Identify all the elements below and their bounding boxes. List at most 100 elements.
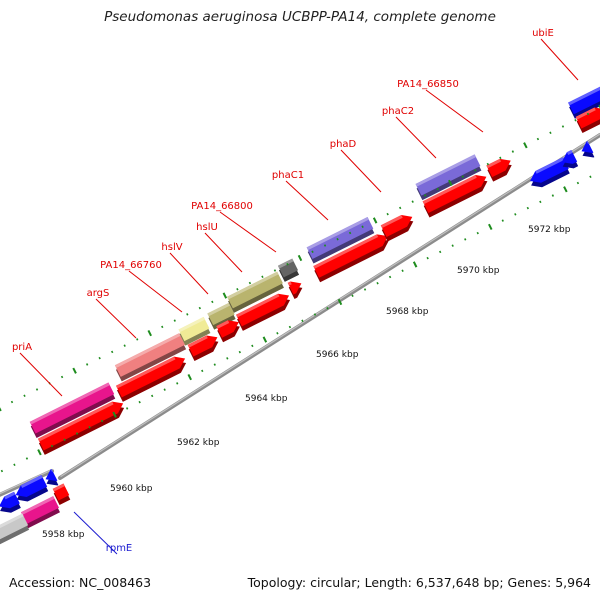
upper-tick-track-minor-tick (561, 125, 565, 128)
phac2-gene (415, 154, 481, 196)
cds-arrow-10 (575, 107, 600, 129)
upper-tick-track-minor-tick (399, 206, 402, 210)
label-leader-line (395, 116, 437, 159)
lower-tick-track-major-tick (488, 223, 493, 230)
upper-tick-track-minor-tick (348, 231, 352, 235)
lower-tick-track-minor-tick (238, 350, 241, 354)
lower-tick-track-minor-tick (13, 463, 16, 467)
lower-tick-track-major-tick (412, 261, 418, 268)
upper-tick-track-major-tick (448, 179, 453, 186)
lower-tick-track-minor-tick (363, 288, 367, 291)
label-leader-line (73, 511, 118, 555)
blue-gene-3 (15, 475, 48, 497)
label-leader-line (204, 232, 243, 273)
upper-tick-track-minor-tick (386, 212, 389, 216)
lower-tick-track-minor-tick (439, 250, 442, 254)
upper-tick-track-minor-tick (261, 275, 264, 279)
lower-tick-track-minor-tick (251, 344, 254, 348)
upper-tick-track-minor-tick (98, 356, 101, 360)
upper-tick-track-minor-tick (474, 169, 477, 172)
upper-tick-track-minor-tick (499, 156, 502, 160)
lower-tick-track-minor-tick (576, 181, 580, 185)
upper-tick-track-minor-tick (336, 237, 339, 241)
lower-tick-track-minor-tick (213, 363, 216, 366)
cds-arrow-6-highlight (313, 234, 379, 269)
lower-tick-track-minor-tick (0, 469, 4, 473)
lower-tick-track-minor-tick (351, 294, 354, 297)
label-leader-line (219, 211, 277, 253)
kbp-label: 5958 kbp (42, 530, 85, 540)
gene-label-hslu: hslU (196, 222, 218, 233)
blue-gene-2 (581, 140, 594, 154)
gene-label-pa14-66850: PA14_66850 (397, 79, 459, 90)
lower-tick-track-major-tick (187, 374, 192, 381)
pa14-66760-gene (178, 316, 210, 342)
upper-tick-track-major-tick (0, 407, 2, 412)
cds-arrow-7 (380, 215, 413, 237)
upper-tick-track-minor-tick (236, 288, 239, 291)
grey-gene-left-highlight (0, 513, 24, 529)
pria-prev-gene-highlight (20, 496, 55, 515)
upper-tick-track-minor-tick (123, 344, 126, 347)
kbp-label: 5968 kbp (386, 307, 429, 317)
pria-gene-highlight (29, 382, 110, 425)
upper-tick-track-minor-tick (161, 325, 164, 329)
upper-tick-track-minor-tick (10, 400, 14, 404)
upper-tick-track-major-tick (72, 367, 77, 374)
lower-tick-track-minor-tick (88, 425, 91, 429)
gene-label-rpme: rpmE (106, 543, 133, 554)
label-leader-line (95, 298, 137, 339)
lower-tick-track-minor-tick (151, 394, 154, 398)
pria-prev-gene (20, 496, 60, 524)
gene-label-phac2: phaC2 (382, 106, 414, 117)
lower-tick-track-minor-tick (526, 206, 529, 210)
lower-tick-track-minor-tick (451, 244, 454, 247)
gene-label-ubie: ubiE (532, 28, 554, 39)
upper-tick-track-minor-tick (35, 388, 39, 391)
genome-backbone-left-highlight (0, 469, 53, 495)
cds-arrow-6 (313, 234, 388, 278)
hslu-gene (227, 271, 283, 309)
cds-arrow-3-highlight (216, 320, 230, 329)
kbp-label: 5962 kbp (177, 438, 220, 448)
lower-tick-track-minor-tick (163, 388, 166, 391)
gene-label-pria: priA (12, 342, 32, 353)
upper-tick-track-minor-tick (586, 112, 590, 116)
args-gene (114, 333, 186, 377)
cds-arrow-5 (287, 281, 302, 295)
lower-tick-track-minor-tick (63, 438, 66, 441)
hslv-gene-highlight (207, 302, 231, 317)
lower-tick-track-major-tick (37, 449, 42, 456)
cds-arrow-11-highlight (52, 483, 65, 492)
blue-gene-0-highlight (535, 157, 565, 174)
lower-tick-track-minor-tick (326, 307, 329, 310)
accession-label: Accession: NC_008463 (9, 575, 152, 590)
lower-tick-track-major-tick (563, 186, 568, 193)
upper-tick-track-minor-tick (323, 244, 327, 247)
lower-tick-track-minor-tick (288, 325, 292, 329)
gene-label-args: argS (87, 288, 110, 299)
lower-tick-track-minor-tick (551, 194, 555, 197)
genome-summary: Topology: circular; Length: 6,537,648 bp… (247, 575, 591, 590)
cds-arrow-4-highlight (236, 293, 280, 318)
blue-gene-4-highlight (4, 491, 16, 500)
upper-tick-track-minor-tick (198, 306, 201, 310)
lower-tick-track-major-tick (337, 298, 343, 306)
blue-gene-0 (530, 157, 569, 183)
cds-arrow-1 (115, 356, 186, 398)
upper-tick-track-minor-tick (424, 194, 427, 197)
upper-tick-track-minor-tick (361, 225, 364, 228)
pria-gene (29, 382, 115, 434)
blue-gene-2-highlight (586, 140, 589, 145)
cds-arrow-2-highlight (187, 335, 208, 348)
label-leader-line (128, 270, 183, 313)
upper-tick-track-minor-tick (186, 313, 189, 316)
label-leader-line (340, 149, 382, 193)
cds-arrow-4 (236, 293, 290, 327)
upper-tick-track-minor-tick (111, 350, 114, 354)
lower-tick-track-minor-tick (501, 219, 504, 222)
upper-tick-track-minor-tick (60, 375, 64, 379)
lower-tick-track-minor-tick (376, 281, 379, 285)
cds-arrow-0 (37, 401, 124, 451)
cds-arrow-2 (187, 335, 218, 357)
